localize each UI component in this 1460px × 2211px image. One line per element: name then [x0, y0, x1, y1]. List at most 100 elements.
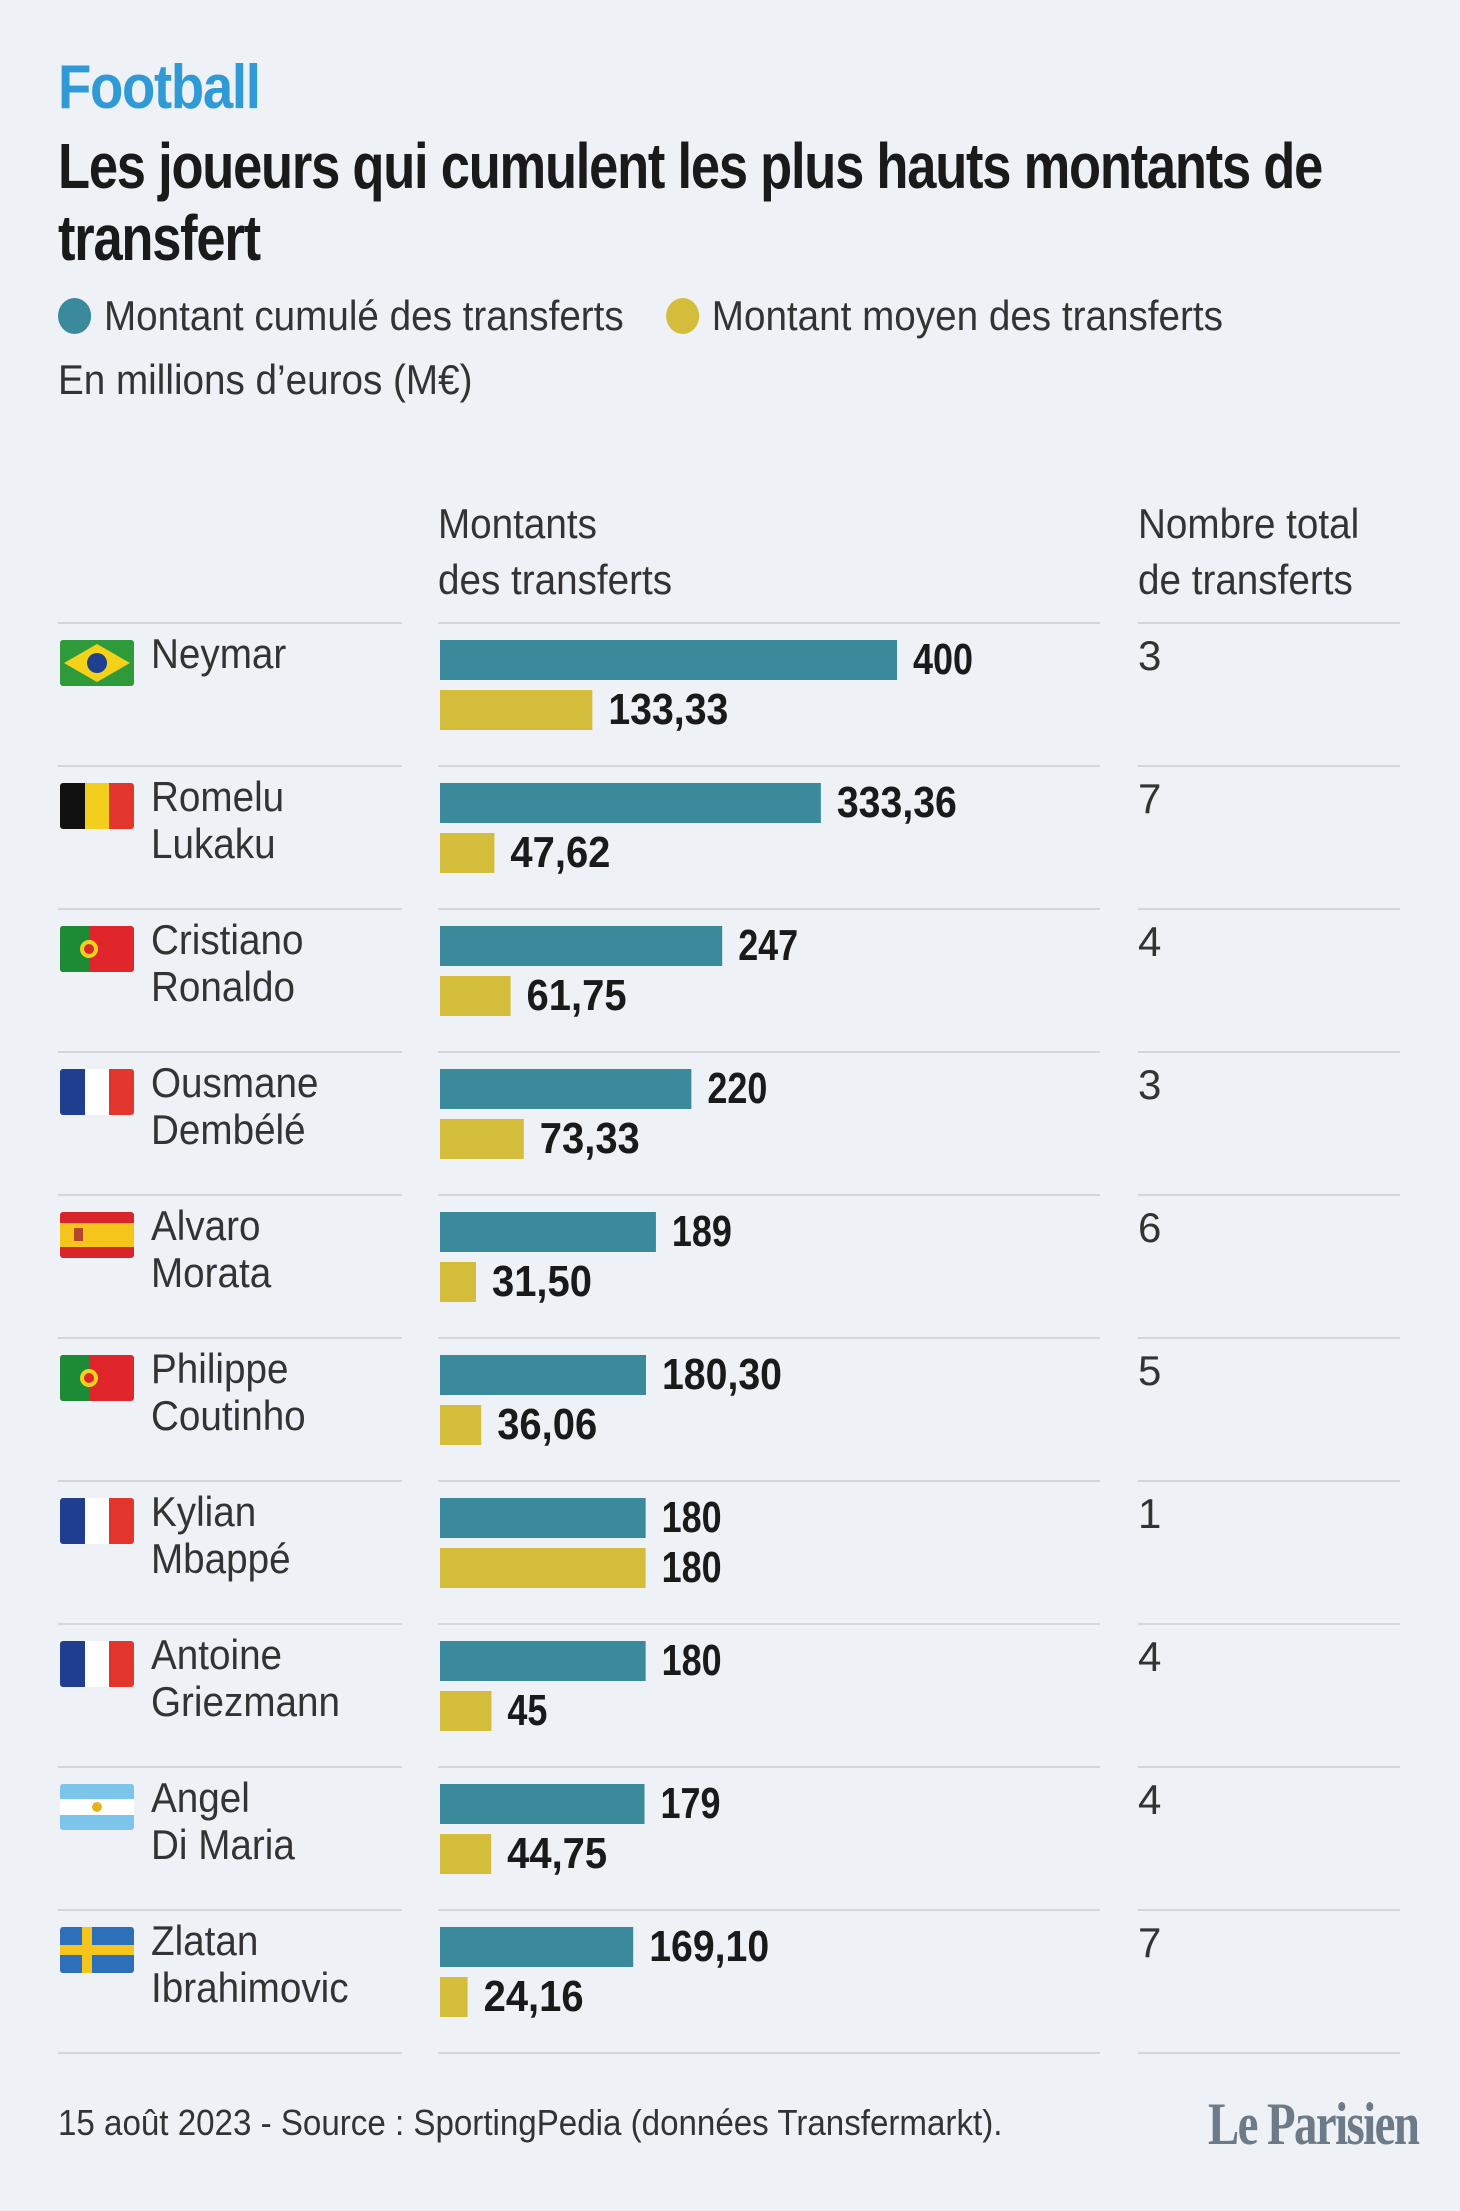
player-last-name: Ibrahimovic — [151, 1964, 349, 2011]
player-first-name: Romelu — [151, 773, 285, 820]
value-label-average: 44,75 — [507, 1829, 607, 1878]
value-label-cumulative: 180 — [662, 1493, 722, 1542]
bar-cumulative — [440, 1355, 646, 1395]
player-last-name: Di Maria — [151, 1821, 295, 1868]
row-divider — [1138, 1051, 1400, 1053]
value-label-cumulative: 189 — [672, 1207, 732, 1256]
row-divider — [438, 1766, 1100, 1768]
transfer-count: 3 — [1138, 632, 1162, 679]
player-first-name: Cristiano — [151, 916, 304, 963]
bar-average — [440, 1977, 468, 2017]
row-divider — [1138, 1766, 1400, 1768]
row-divider — [58, 2052, 402, 2054]
value-label-cumulative: 169,10 — [649, 1922, 769, 1971]
player-name: Antoine Griezmann — [151, 1631, 340, 1725]
player-name: Ousmane Dembélé — [151, 1059, 319, 1153]
player-last-name: Dembélé — [151, 1106, 306, 1153]
value-label-cumulative: 180,30 — [662, 1350, 782, 1399]
value-label-average: 36,06 — [497, 1400, 597, 1449]
bar-average — [440, 1548, 646, 1588]
player-name: Romelu Lukaku — [151, 773, 284, 867]
player-last-name: Morata — [151, 1249, 272, 1296]
bar-cumulative — [440, 1212, 656, 1252]
legend-swatch-cumulative — [58, 298, 92, 334]
transfer-count: 4 — [1138, 918, 1162, 965]
player-name: Alvaro Morata — [151, 1202, 271, 1296]
bar-average — [440, 1119, 524, 1159]
chart-title: Les joueurs qui cumulent les plus hauts … — [58, 130, 1323, 274]
bar-cumulative — [440, 1498, 646, 1538]
legend-label-average: Montant moyen des transferts — [711, 292, 1223, 339]
bar-cumulative — [440, 783, 821, 823]
player-first-name: Zlatan — [151, 1917, 259, 1964]
bar-average — [440, 833, 495, 873]
player-first-name: Philippe — [151, 1345, 289, 1392]
value-label-cumulative: 179 — [661, 1779, 721, 1828]
player-last-name: Mbappé — [151, 1535, 291, 1582]
row-divider — [1138, 1623, 1400, 1625]
bar-average — [440, 1691, 492, 1731]
transfer-count: 1 — [1138, 1490, 1162, 1537]
spain-flag — [60, 1212, 134, 1258]
row-divider — [1138, 622, 1400, 624]
transfer-count: 6 — [1138, 1204, 1162, 1251]
player-first-name: Kylian — [151, 1488, 257, 1535]
player-first-name: Neymar — [151, 630, 287, 677]
row-divider — [58, 1766, 402, 1768]
row-divider — [438, 1623, 1100, 1625]
legend-label-cumulative: Montant cumulé des transferts — [104, 292, 624, 339]
brazil-flag — [60, 640, 134, 686]
kicker: Football — [58, 53, 261, 122]
transfer-count: 3 — [1138, 1061, 1162, 1108]
value-label-average: 61,75 — [527, 971, 627, 1020]
value-label-cumulative: 220 — [707, 1064, 767, 1113]
value-label-average: 180 — [662, 1543, 722, 1592]
player-name: Zlatan Ibrahimovic — [151, 1917, 349, 2011]
row-divider — [1138, 1337, 1400, 1339]
source-footer: 15 août 2023 - Source : SportingPedia (d… — [58, 2102, 1003, 2143]
transfer-count: 7 — [1138, 775, 1162, 822]
row-divider — [1138, 1480, 1400, 1482]
transfer-count: 7 — [1138, 1919, 1162, 1966]
player-name: Kylian Mbappé — [151, 1488, 291, 1582]
portugal-flag — [60, 926, 134, 972]
value-label-cumulative: 247 — [738, 921, 798, 970]
player-last-name: Lukaku — [151, 820, 276, 867]
row-divider — [58, 1480, 402, 1482]
row-divider — [58, 622, 402, 624]
value-label-average: 73,33 — [540, 1114, 640, 1163]
row-divider — [438, 765, 1100, 767]
bar-average — [440, 1405, 482, 1445]
column-header-amounts-line1: Montants — [438, 500, 597, 547]
value-label-cumulative: 400 — [913, 635, 973, 684]
player-name: Philippe Coutinho — [151, 1345, 306, 1439]
column-header-count-line2: de transferts — [1138, 556, 1353, 603]
player-first-name: Angel — [151, 1774, 250, 1821]
unit-note: En millions d’euros (M€) — [58, 356, 473, 403]
france-flag — [60, 1498, 134, 1544]
bar-cumulative — [440, 926, 723, 966]
player-first-name: Alvaro — [151, 1202, 261, 1249]
legend-item-cumulative: Montant cumulé des transferts — [58, 292, 634, 339]
row-divider — [58, 1051, 402, 1053]
row-divider — [1138, 765, 1400, 767]
column-header-count: Nombre total de transferts — [1138, 496, 1359, 608]
row-divider — [438, 622, 1100, 624]
player-first-name: Ousmane — [151, 1059, 319, 1106]
row-divider — [438, 1909, 1100, 1911]
bar-cumulative — [440, 1927, 634, 1967]
column-header-amounts-line2: des transferts — [438, 556, 673, 603]
value-label-average: 133,33 — [608, 685, 728, 734]
bar-average — [440, 1262, 476, 1302]
player-name: Neymar — [151, 630, 286, 677]
row-divider — [438, 1194, 1100, 1196]
sweden-flag — [60, 1927, 134, 1973]
legend: Montant cumulé des transferts Montant mo… — [58, 292, 1254, 340]
le-parisien-logo: Le Parisien — [1208, 2091, 1420, 2157]
bar-cumulative — [440, 1069, 692, 1109]
value-label-average: 31,50 — [492, 1257, 592, 1306]
france-flag — [60, 1641, 134, 1687]
transfer-count: 4 — [1138, 1776, 1162, 1823]
bar-average — [440, 690, 593, 730]
